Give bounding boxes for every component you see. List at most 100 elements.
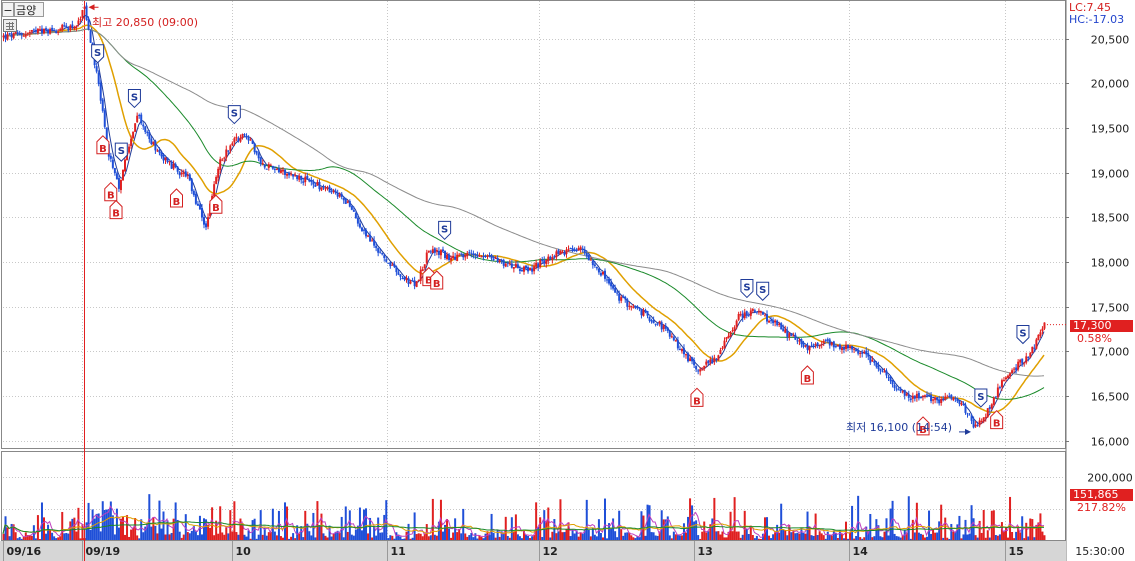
candle — [529, 267, 532, 271]
candle — [383, 255, 386, 258]
volume-bar — [522, 530, 525, 540]
candle — [79, 18, 82, 20]
volume-bar — [804, 533, 807, 540]
candle — [938, 399, 941, 404]
volume-bar — [616, 537, 619, 540]
candle — [198, 204, 201, 210]
volume-bar — [934, 532, 937, 540]
candle — [300, 175, 303, 181]
candle — [103, 110, 106, 127]
candle — [10, 33, 13, 38]
volume-bar — [79, 538, 82, 540]
signal-marker — [109, 199, 123, 220]
volume-bar — [662, 519, 665, 540]
volume-bar — [502, 533, 505, 540]
candle — [362, 229, 365, 231]
candle — [670, 336, 673, 338]
candle — [174, 164, 177, 168]
candle — [105, 127, 108, 143]
candle — [281, 169, 284, 172]
time-label: 15:30:00 — [1075, 545, 1124, 558]
volume-bar — [75, 531, 78, 540]
volume-bar — [63, 533, 66, 540]
candle — [575, 249, 578, 252]
candle — [322, 187, 325, 189]
volume-bar — [573, 533, 576, 540]
candle — [1017, 361, 1020, 370]
volume-bar — [966, 534, 969, 540]
candle — [774, 320, 777, 323]
candle — [358, 223, 361, 228]
price-tick-label: 20,500 — [1091, 34, 1130, 47]
signal-label: S — [743, 282, 750, 293]
candle — [294, 174, 297, 176]
volume-bar — [921, 534, 924, 540]
volume-bar — [844, 521, 847, 540]
volume-ratio-percent: 217.82% — [1077, 501, 1126, 514]
volume-bar — [387, 538, 390, 540]
volume-bar — [205, 519, 208, 540]
volume-bar — [97, 513, 100, 540]
candle — [296, 175, 299, 180]
volume-bar — [678, 535, 681, 540]
candle — [697, 370, 700, 372]
volume-bar — [144, 526, 147, 540]
volume-bar — [4, 516, 7, 540]
volume-bar — [182, 534, 185, 540]
candle — [75, 25, 78, 28]
volume-bar — [895, 536, 898, 540]
candle — [703, 365, 706, 370]
candle — [427, 250, 430, 253]
candle — [148, 132, 151, 140]
stock-name-label[interactable]: 금양 — [14, 2, 44, 17]
candle — [1013, 368, 1016, 370]
volume-bar — [103, 509, 106, 540]
candle — [215, 176, 218, 184]
candle — [1015, 367, 1018, 371]
candle — [974, 424, 977, 427]
candle — [978, 420, 981, 426]
volume-bar — [561, 532, 564, 540]
collapse-button[interactable]: − — [2, 2, 14, 17]
candle — [253, 143, 256, 153]
candle — [770, 320, 773, 322]
candle — [624, 296, 627, 300]
candle — [628, 305, 631, 307]
volume-bar — [650, 532, 653, 540]
candle — [277, 168, 280, 173]
candle — [354, 213, 357, 219]
candle — [140, 114, 143, 124]
candle — [460, 253, 463, 255]
volume-bar — [1013, 538, 1016, 540]
volume-bar — [427, 536, 430, 540]
volume-bar — [350, 534, 353, 540]
candle — [312, 181, 315, 185]
candle — [302, 181, 305, 183]
volume-bar — [865, 526, 868, 540]
candle — [53, 29, 56, 32]
volume-bar — [413, 512, 416, 540]
volume-bar — [729, 511, 732, 540]
volume-bar — [113, 534, 116, 540]
volume-bar — [701, 531, 704, 540]
volume-bar — [1027, 536, 1030, 540]
volume-bar — [184, 514, 187, 540]
candle — [923, 395, 926, 397]
table-icon[interactable] — [3, 19, 17, 32]
candle — [919, 397, 922, 399]
volume-bar — [213, 535, 216, 540]
candle — [273, 168, 276, 170]
candle — [753, 310, 756, 313]
volume-bar — [1033, 537, 1036, 540]
volume-bar — [1011, 531, 1014, 540]
candle — [674, 340, 677, 342]
candle — [328, 186, 331, 193]
price-tick-label: 17,000 — [1091, 346, 1130, 359]
signal-marker — [169, 188, 183, 208]
volume-bar — [508, 537, 511, 540]
volume-bar — [757, 538, 760, 540]
candle — [784, 329, 787, 333]
volume-bar — [178, 531, 181, 540]
signal-label: B — [433, 279, 441, 290]
